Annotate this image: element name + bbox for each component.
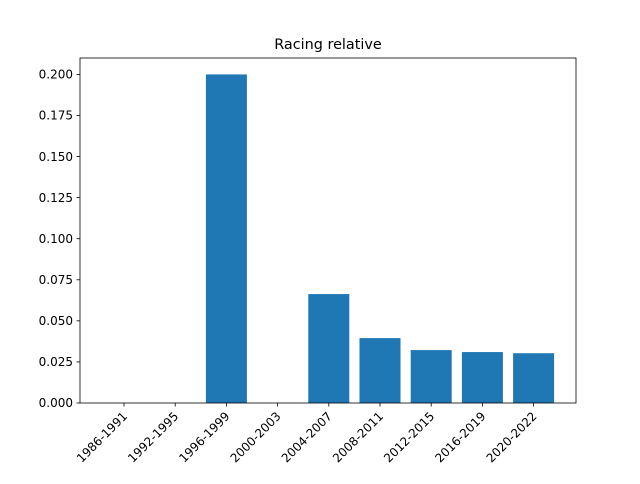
chart-title: Racing relative [274,37,382,53]
y-tick-label: 0.125 [39,191,73,205]
y-tick-label: 0.200 [39,68,73,82]
y-tick-label: 0.075 [39,273,73,287]
bar-2020-2022 [513,353,555,403]
y-tick-label: 0.050 [39,314,73,328]
bar-2008-2011 [359,338,401,403]
bar-2004-2007 [308,294,350,403]
bar-1996-1999 [205,74,247,403]
axes-frame [79,57,577,404]
y-tick-label: 0.150 [39,150,73,164]
y-tick-label: 0.100 [39,232,73,246]
y-tick-label: 0.175 [39,109,73,123]
y-tick-label: 0.025 [39,355,73,369]
bar-2016-2019 [461,352,503,403]
bar-2012-2015 [410,350,452,403]
y-tick-label: 0.000 [39,396,73,410]
